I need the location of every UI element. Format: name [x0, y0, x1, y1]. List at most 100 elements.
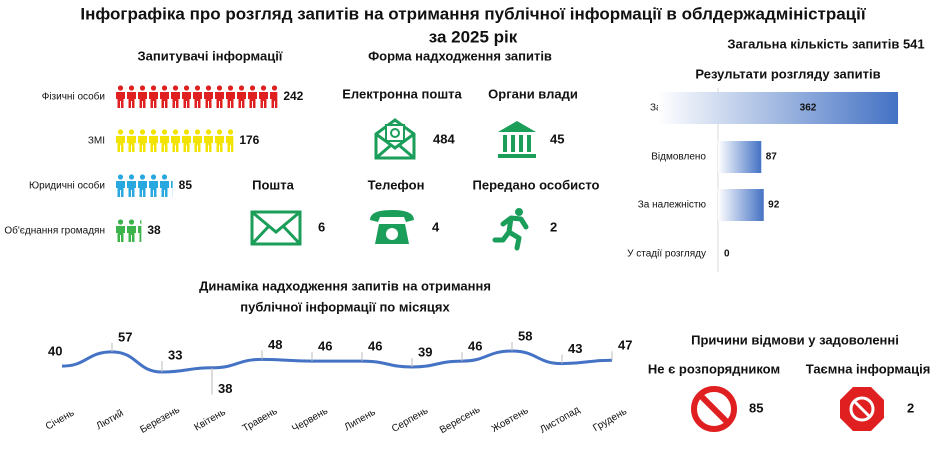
total: Загальна кількість запитів 541: [727, 36, 924, 51]
person-body: [127, 226, 136, 242]
icon-shape: [374, 118, 416, 160]
category-label: Телефон: [368, 177, 425, 192]
icon-shape: [697, 392, 731, 426]
person-head: [161, 129, 168, 135]
value-label: 48: [268, 337, 282, 352]
person-body: [215, 136, 224, 152]
person-head: [227, 129, 234, 135]
person-head: [183, 85, 190, 91]
value-label: 46: [368, 339, 382, 354]
person-body: [127, 92, 136, 108]
value-label: 46: [318, 339, 332, 354]
person-body: [116, 136, 125, 152]
value-label: 40: [48, 344, 62, 359]
person-head: [172, 85, 179, 91]
category-label: Юридичні особи: [29, 180, 105, 192]
person-body: [116, 92, 125, 108]
person-head: [194, 129, 201, 135]
value-label: 92: [768, 200, 780, 211]
person-body: [149, 136, 158, 152]
icon-shape: [519, 135, 523, 152]
person-body: [138, 226, 142, 242]
category-label: Таємна інформація: [806, 361, 931, 376]
person-head: [139, 174, 146, 180]
person-head: [173, 174, 178, 179]
person-head: [172, 129, 179, 135]
value-label: 33: [168, 347, 182, 362]
icon: [498, 121, 536, 158]
person-head: [150, 85, 157, 91]
category-label: За належністю: [638, 200, 707, 211]
person-head: [150, 174, 157, 180]
category-label: Електронна пошта: [342, 86, 462, 101]
category-label: Передано особисто: [473, 177, 600, 192]
person-body: [259, 92, 268, 108]
value-label: 176: [239, 133, 259, 147]
person-head: [128, 219, 135, 225]
icon-shape: [498, 121, 536, 158]
person-body: [171, 181, 173, 197]
pictograph-row: [116, 219, 142, 242]
value-label: 46: [468, 339, 482, 354]
category-label: Органи влади: [488, 86, 578, 101]
person-body: [149, 92, 158, 108]
icon: [250, 210, 302, 246]
person-body: [160, 92, 169, 108]
person-body: [237, 92, 246, 108]
person-body: [193, 136, 202, 152]
bar: [718, 189, 764, 221]
person-body: [215, 92, 224, 108]
person-head: [227, 85, 234, 91]
icon-shape: [691, 386, 737, 432]
dynamics-title: публічної інформації по місяцях: [240, 299, 450, 314]
person-head: [260, 85, 267, 91]
icon-shape: [375, 132, 415, 160]
person-body: [226, 136, 234, 152]
value-label: 0: [724, 249, 730, 260]
person-body: [204, 92, 213, 108]
x-tick-label: Лютий: [94, 408, 125, 432]
value-label: 242: [283, 89, 303, 103]
person-body: [160, 181, 169, 197]
icon-shape: [385, 124, 405, 142]
value-label: 85: [749, 400, 763, 415]
person-body: [116, 226, 125, 242]
category-label: У стадії розгляду: [627, 249, 706, 260]
person-head: [205, 129, 212, 135]
bar: [658, 92, 898, 124]
x-tick-label: Березень: [138, 404, 181, 435]
person-head: [150, 129, 157, 135]
forms-title: Форма надходження запитів: [368, 48, 552, 63]
value-label: 6: [318, 219, 325, 234]
person-head: [117, 174, 124, 180]
x-tick-label: Червень: [290, 406, 330, 435]
person-head: [205, 85, 212, 91]
person-head: [139, 219, 142, 225]
reasons-title: Причини відмови у задоволенні: [691, 332, 899, 347]
person-head: [249, 85, 256, 91]
person-head: [238, 85, 245, 91]
value-label: 4: [432, 219, 440, 234]
icon-shape: [853, 400, 871, 418]
category-label: Об'єднання громадян: [4, 225, 105, 237]
icon-shape: [250, 210, 302, 246]
person-body: [149, 181, 158, 197]
title: Інфографіка про розгляд запитів на отрим…: [80, 4, 866, 23]
person-head: [216, 129, 223, 135]
icon: [840, 387, 884, 431]
icon-shape: [370, 210, 414, 222]
pictograph-row: [116, 129, 234, 152]
value-label: 47: [618, 338, 632, 353]
x-tick-label: Січень: [44, 408, 76, 433]
person-head: [271, 85, 278, 91]
person-head: [183, 129, 190, 135]
person-body: [138, 92, 147, 108]
icon-shape: [250, 210, 302, 246]
x-tick-label: Липень: [343, 407, 378, 433]
line: [61, 349, 613, 374]
icon-shape: [503, 135, 507, 152]
x-tick-label: Грудень: [591, 406, 629, 434]
icon: [691, 386, 737, 432]
person-head: [128, 85, 135, 91]
value-label: 87: [766, 152, 778, 163]
